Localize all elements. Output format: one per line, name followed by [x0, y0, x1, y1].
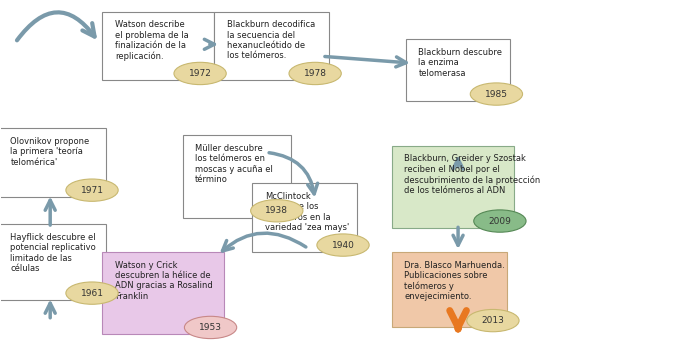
FancyBboxPatch shape: [0, 225, 106, 300]
Text: Blackburn, Greider y Szostak
reciben el Nobel por el
descubrimiento de la protec: Blackburn, Greider y Szostak reciben el …: [405, 154, 540, 195]
Text: 1971: 1971: [80, 186, 104, 195]
Ellipse shape: [289, 62, 342, 85]
Text: 1978: 1978: [304, 69, 327, 78]
FancyBboxPatch shape: [253, 183, 357, 252]
Text: Watson describe
el problema de la
finalización de la
replicación.: Watson describe el problema de la finali…: [115, 20, 189, 61]
Text: 1985: 1985: [485, 90, 508, 99]
FancyBboxPatch shape: [0, 128, 106, 197]
Text: Dra. Blasco Marhuenda.
Publicaciones sobre
telómeros y
envejecimiento.: Dra. Blasco Marhuenda. Publicaciones sob…: [405, 261, 505, 301]
Ellipse shape: [251, 200, 303, 222]
Text: Olovnikov propone
la primera 'teoría
telomérica': Olovnikov propone la primera 'teoría tel…: [10, 137, 90, 167]
Ellipse shape: [467, 309, 519, 332]
Ellipse shape: [66, 282, 118, 304]
Text: Blackburn descubre
la enzima
telomerasa: Blackburn descubre la enzima telomerasa: [419, 48, 503, 78]
FancyBboxPatch shape: [102, 12, 214, 80]
Text: 1940: 1940: [332, 240, 354, 249]
FancyBboxPatch shape: [406, 39, 510, 101]
FancyBboxPatch shape: [392, 146, 514, 228]
Text: 1972: 1972: [189, 69, 211, 78]
FancyBboxPatch shape: [214, 12, 329, 80]
Text: 2009: 2009: [489, 217, 511, 226]
Ellipse shape: [317, 234, 369, 256]
Ellipse shape: [474, 210, 526, 232]
FancyBboxPatch shape: [392, 252, 507, 327]
Text: Hayflick descubre el
potencial replicativo
limitado de las
células: Hayflick descubre el potencial replicati…: [10, 233, 96, 273]
FancyBboxPatch shape: [183, 135, 290, 218]
Ellipse shape: [470, 83, 523, 105]
Text: 1938: 1938: [265, 206, 288, 215]
Ellipse shape: [184, 316, 237, 339]
Text: 2013: 2013: [482, 316, 505, 325]
Text: Watson y Crick
descubren la hélice de
ADN gracias a Rosalind
Franklin: Watson y Crick descubren la hélice de AD…: [115, 261, 213, 301]
Text: McClintock
descubre los
telómeros en la
variedad 'zea mays': McClintock descubre los telómeros en la …: [265, 192, 349, 232]
Ellipse shape: [66, 179, 118, 201]
Text: Müller descubre
los telómeros en
moscas y acuña el
término: Müller descubre los telómeros en moscas …: [195, 144, 273, 184]
Text: Blackburn decodifica
la secuencia del
hexanucleótido de
los telómeros.: Blackburn decodifica la secuencia del he…: [227, 20, 315, 61]
Ellipse shape: [174, 62, 226, 85]
Text: 1961: 1961: [80, 289, 104, 298]
Text: 1953: 1953: [199, 323, 222, 332]
FancyBboxPatch shape: [102, 252, 225, 334]
